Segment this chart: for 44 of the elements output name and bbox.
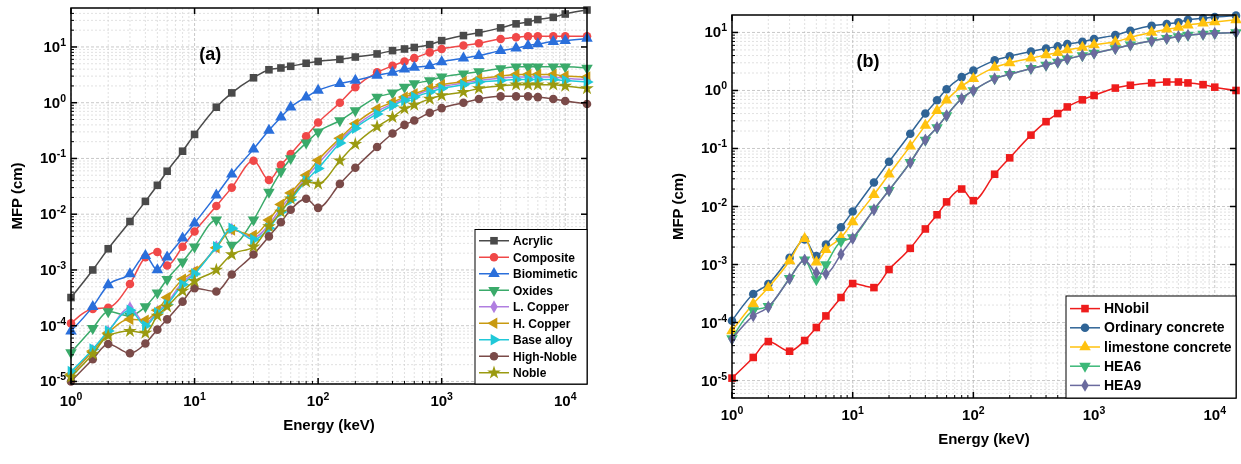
y-tick-label: 10$^{0}$ [704,79,728,99]
annotation: (a) [199,44,222,64]
x-tick-label: 10$^{3}$ [1082,404,1106,423]
y-tick-label: 10$^{-1}$ [39,147,67,167]
x-tick-label: 10$^{1}$ [183,390,206,409]
legend-label: Composite [513,250,576,265]
y-axis-title: MFP (cm) [8,162,25,230]
y-axis-title: MFP (cm) [669,172,686,241]
y-tick-label: 10$^{1}$ [43,35,67,55]
x-tick-label: 10$^{1}$ [841,404,865,423]
legend-label: HEA6 [1104,357,1142,374]
legend-label: HNobil [1104,300,1150,317]
x-tick-label: 10$^{4}$ [1203,404,1227,423]
y-tick-label: 10$^{-4}$ [700,311,728,331]
x-tick-label: 10$^{4}$ [553,390,577,409]
y-tick-label: 10$^{-2}$ [700,195,728,215]
y-tick-label: 10$^{1}$ [704,21,728,41]
y-tick-label: 10$^{-1}$ [700,137,728,157]
legend-label: Biomimetic [513,267,579,282]
x-tick-label: 10$^{2}$ [962,404,985,423]
legend-label: L. Copper [513,300,570,315]
legend-label: HEA9 [1104,376,1142,393]
y-tick-label: 10$^{0}$ [43,91,67,111]
legend-label: Noble [513,366,547,381]
x-tick-label: 10$^{3}$ [430,390,454,409]
y-tick-label: 10$^{-3}$ [39,258,67,278]
x-tick-label: 10$^{0}$ [720,404,744,423]
x-tick-label: 10$^{0}$ [59,390,83,409]
y-tick-label: 10$^{-4}$ [39,314,67,334]
annotation: (b) [856,51,880,71]
legend-label: H. Copper [513,316,571,331]
legend-label: Oxides [513,283,554,298]
y-tick-label: 10$^{-3}$ [700,253,728,273]
y-tick-label: 10$^{-5}$ [700,369,728,389]
x-tick-label: 10$^{2}$ [306,390,330,409]
legend-label: Base alloy [513,333,573,348]
legend-label: Ordinary concrete [1104,319,1225,336]
y-tick-label: 10$^{-2}$ [39,203,67,223]
x-axis-title: Energy (keV) [938,430,1030,447]
y-tick-label: 10$^{-5}$ [39,370,67,390]
legend-label: High-Noble [513,349,578,364]
x-axis-title: Energy (keV) [283,416,375,433]
legend-label: limestone concrete [1104,338,1232,355]
legend-label: Acrylic [513,234,554,249]
